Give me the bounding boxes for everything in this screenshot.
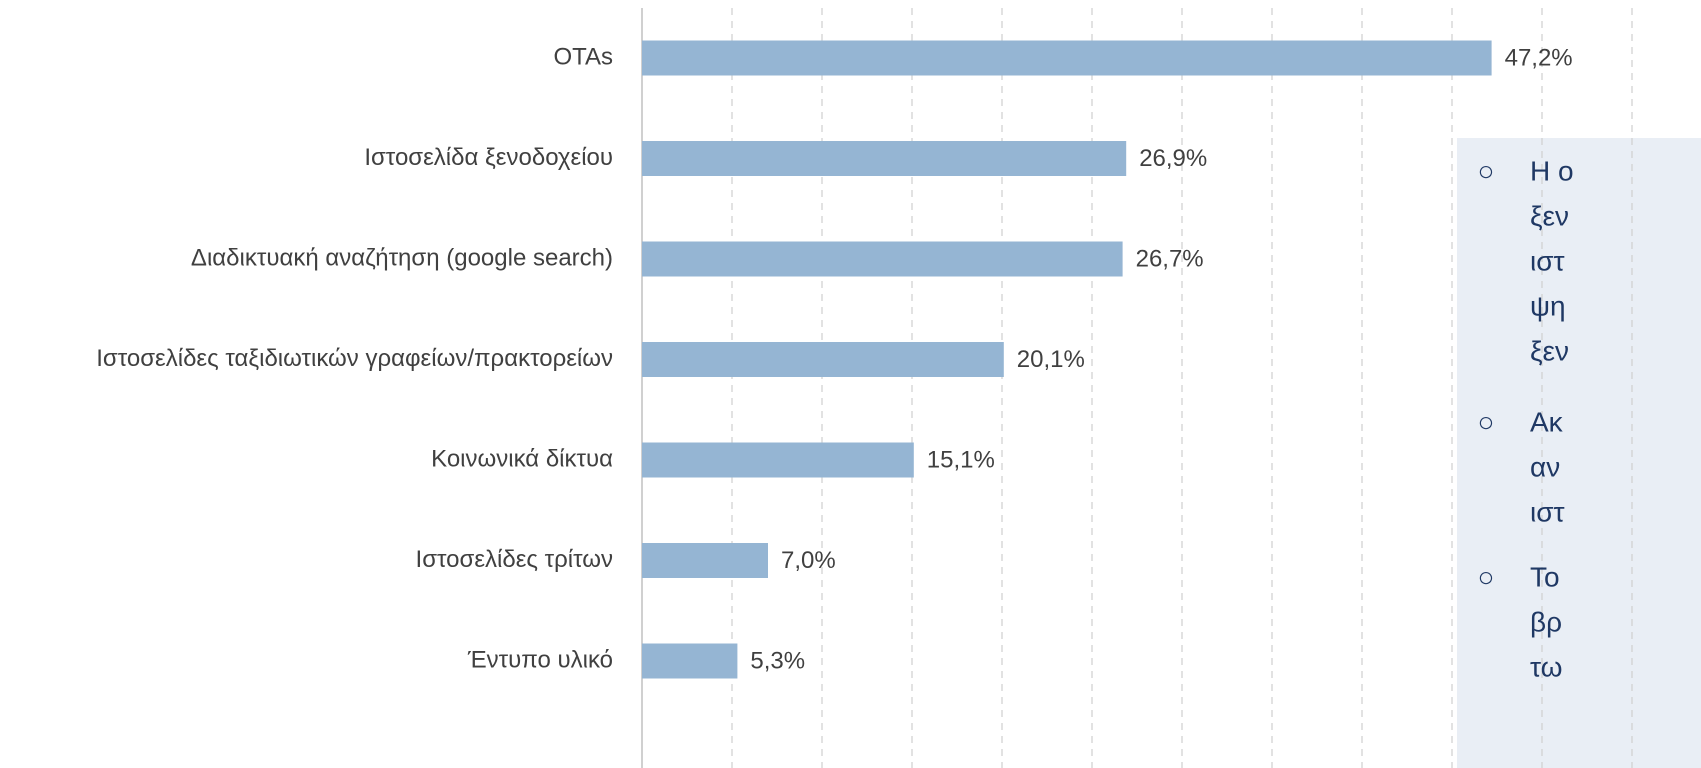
data-label: 26,7% <box>1136 245 1204 272</box>
data-label: 15,1% <box>927 446 995 473</box>
note-text: ξεν <box>1530 200 1569 231</box>
category-label: Κοινωνικά δίκτυα <box>431 445 613 472</box>
note-text: Η ο <box>1530 155 1574 186</box>
bar <box>642 342 1004 377</box>
category-label: OTAs <box>553 43 613 70</box>
category-label: Διαδικτυακή αναζήτηση (google search) <box>191 244 613 271</box>
data-label: 26,9% <box>1139 145 1207 172</box>
note-box <box>1457 138 1701 768</box>
bullet: ○ <box>1478 406 1495 437</box>
bar <box>642 241 1123 277</box>
bar <box>642 442 914 478</box>
note-text: ιστ <box>1530 245 1565 276</box>
category-label: Ιστοσελίδα ξενοδοχείου <box>364 144 613 171</box>
note-text: ιστ <box>1530 496 1565 527</box>
note-text: Το <box>1530 561 1560 592</box>
bar <box>642 643 738 679</box>
note-text: τω <box>1530 651 1563 682</box>
data-label: 5,3% <box>750 647 805 674</box>
note-text: ψη <box>1530 290 1566 321</box>
bar <box>642 543 768 578</box>
bullet: ○ <box>1478 155 1495 186</box>
bar <box>642 40 1492 76</box>
data-label: 20,1% <box>1017 346 1085 373</box>
category-label: Ιστοσελίδες ταξιδιωτικών γραφείων/πρακτο… <box>96 345 613 372</box>
note-text: βρ <box>1530 606 1562 637</box>
note-text: ξεν <box>1530 335 1569 366</box>
category-label: Έντυπο υλικό <box>467 646 613 673</box>
note-text: αν <box>1530 451 1560 482</box>
data-label: 47,2% <box>1505 44 1573 71</box>
data-label: 7,0% <box>781 547 836 574</box>
bullet: ○ <box>1478 561 1495 592</box>
category-label: Ιστοσελίδες τρίτων <box>416 546 613 573</box>
note-text: Ακ <box>1530 406 1564 437</box>
bar <box>642 141 1127 176</box>
